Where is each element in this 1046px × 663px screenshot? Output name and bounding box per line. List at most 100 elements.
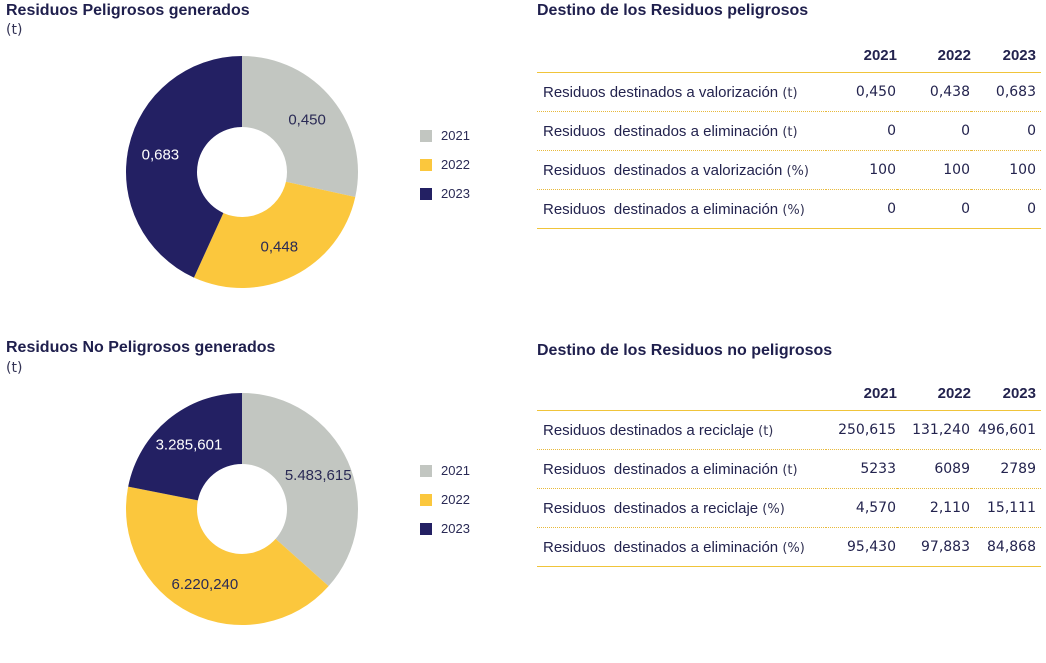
table-cell: 131,240 bbox=[897, 410, 971, 450]
table-destino-peligrosos: 2021 2022 2023 Residuos destinados a val… bbox=[537, 39, 1041, 229]
table-header-spacer bbox=[537, 39, 826, 73]
table-header-row: 2021 2022 2023 bbox=[537, 39, 1041, 73]
table-cell: 0 bbox=[897, 189, 971, 229]
table-cell: 0,438 bbox=[897, 72, 971, 112]
legend-item-2021: 2021 bbox=[420, 456, 470, 485]
table-row: Residuos destinados a reciclaje (t) 250,… bbox=[537, 410, 1041, 450]
column-header: 2022 bbox=[897, 39, 971, 73]
donut-chart-peligrosos: 0,450 0,448 0,683 bbox=[126, 55, 358, 288]
donut-slice-2022 bbox=[125, 486, 329, 625]
column-header: 2022 bbox=[897, 377, 971, 411]
chart-unit-peligrosos: (t) bbox=[6, 22, 23, 38]
row-label-text: Residuos destinados a valorización bbox=[543, 161, 783, 179]
row-unit: (%) bbox=[786, 163, 809, 179]
table-row: Residuos destinados a valorización (t) 0… bbox=[537, 72, 1041, 112]
table-cell: 2,110 bbox=[897, 488, 971, 528]
row-unit: (t) bbox=[758, 423, 774, 439]
donut-slice-2023 bbox=[126, 55, 242, 278]
donut-value-label: 6.220,240 bbox=[172, 576, 239, 593]
table-cell: 496,601 bbox=[971, 410, 1041, 450]
legend-swatch bbox=[420, 158, 432, 171]
table-cell: 0 bbox=[971, 111, 1041, 151]
table-cell: 6089 bbox=[897, 449, 971, 489]
legend-label: 2022 bbox=[441, 157, 470, 172]
donut-value-label: 0,450 bbox=[288, 112, 326, 129]
table-row: Residuos destinados a eliminación (t) 52… bbox=[537, 449, 1041, 489]
legend-item-2021: 2021 bbox=[420, 121, 470, 150]
chart-unit-no-peligrosos: (t) bbox=[6, 360, 23, 376]
table-row: Residuos destinados a eliminación (%) 0 … bbox=[537, 189, 1041, 229]
table-header-row: 2021 2022 2023 bbox=[537, 377, 1041, 411]
row-label-text: Residuos destinados a eliminación bbox=[543, 122, 779, 140]
table-cell: 100 bbox=[897, 150, 971, 190]
legend-item-2023: 2023 bbox=[420, 179, 470, 208]
table-cell: 0,683 bbox=[971, 72, 1041, 112]
table-row: Residuos destinados a valorización (%) 1… bbox=[537, 150, 1041, 190]
legend-swatch bbox=[420, 464, 432, 477]
donut-value-label: 0,683 bbox=[142, 146, 180, 163]
table-cell: 100 bbox=[971, 150, 1041, 190]
donut-chart-no-peligrosos: 5.483,615 6.220,240 3.285,601 bbox=[125, 393, 358, 625]
column-header: 2023 bbox=[971, 39, 1041, 73]
table-cell: 2789 bbox=[971, 449, 1041, 489]
table-cell: 250,615 bbox=[826, 410, 897, 450]
table-cell: 4,570 bbox=[826, 488, 897, 528]
legend-swatch bbox=[420, 493, 432, 506]
legend-label: 2021 bbox=[441, 128, 470, 143]
legend-label: 2023 bbox=[441, 186, 470, 201]
table-row: Residuos destinados a eliminación (%) 95… bbox=[537, 527, 1041, 567]
table-cell: 15,111 bbox=[971, 488, 1041, 528]
donut-slice-2022 bbox=[193, 181, 356, 288]
legend-swatch bbox=[420, 187, 432, 200]
table-cell: 0 bbox=[826, 111, 897, 151]
row-label-text: Residuos destinados a eliminación bbox=[543, 460, 779, 478]
column-header: 2021 bbox=[826, 377, 897, 411]
legend-item-2023: 2023 bbox=[420, 514, 470, 543]
legend-label: 2022 bbox=[441, 492, 470, 507]
row-label-text: Residuos destinados a reciclaje bbox=[543, 499, 759, 517]
table-cell: 0 bbox=[897, 111, 971, 151]
row-label-text: Residuos destinados a reciclaje bbox=[543, 421, 754, 439]
legend-swatch bbox=[420, 129, 432, 142]
chart-title-peligrosos: Residuos Peligrosos generados bbox=[6, 2, 250, 19]
row-label: Residuos destinados a eliminación (t) bbox=[537, 111, 826, 151]
row-label: Residuos destinados a valorización (%) bbox=[537, 150, 826, 190]
row-label: Residuos destinados a reciclaje (t) bbox=[537, 410, 826, 450]
donut-value-label: 5.483,615 bbox=[285, 467, 352, 484]
table-cell: 0,450 bbox=[826, 72, 897, 112]
row-label-text: Residuos destinados a valorización bbox=[543, 83, 779, 101]
table-row: Residuos destinados a reciclaje (%) 4,57… bbox=[537, 488, 1041, 528]
table-cell: 100 bbox=[826, 150, 897, 190]
row-unit: (%) bbox=[782, 202, 805, 218]
table-cell: 5233 bbox=[826, 449, 897, 489]
legend-label: 2023 bbox=[441, 521, 470, 536]
donut-slice-2021 bbox=[242, 393, 358, 587]
row-label-text: Residuos destinados a eliminación bbox=[543, 538, 779, 556]
donut-value-label: 3.285,601 bbox=[156, 437, 223, 454]
row-unit: (t) bbox=[782, 124, 798, 140]
row-label-text: Residuos destinados a eliminación bbox=[543, 200, 779, 218]
table-title-peligrosos: Destino de los Residuos peligrosos bbox=[537, 2, 809, 19]
row-label: Residuos destinados a eliminación (t) bbox=[537, 449, 826, 489]
table-cell: 84,868 bbox=[971, 527, 1041, 567]
row-label: Residuos destinados a eliminación (%) bbox=[537, 527, 826, 567]
row-unit: (%) bbox=[762, 501, 785, 517]
legend-item-2022: 2022 bbox=[420, 485, 470, 514]
table-header-spacer bbox=[537, 377, 826, 411]
table-cell: 95,430 bbox=[826, 527, 897, 567]
donut-slice-2023 bbox=[128, 393, 242, 501]
row-unit: (%) bbox=[782, 540, 805, 556]
legend-label: 2021 bbox=[441, 463, 470, 478]
row-unit: (t) bbox=[782, 462, 798, 478]
row-label: Residuos destinados a reciclaje (%) bbox=[537, 488, 826, 528]
chart-title-no-peligrosos: Residuos No Peligrosos generados bbox=[6, 339, 276, 356]
row-label: Residuos destinados a eliminación (%) bbox=[537, 189, 826, 229]
table-cell: 0 bbox=[826, 189, 897, 229]
table-row: Residuos destinados a eliminación (t) 0 … bbox=[537, 111, 1041, 151]
donut-value-label: 0,448 bbox=[261, 239, 299, 256]
column-header: 2021 bbox=[826, 39, 897, 73]
donut-slice-2021 bbox=[242, 56, 358, 198]
row-label: Residuos destinados a valorización (t) bbox=[537, 72, 826, 112]
table-cell: 97,883 bbox=[897, 527, 971, 567]
table-title-no-peligrosos: Destino de los Residuos no peligrosos bbox=[537, 342, 833, 359]
